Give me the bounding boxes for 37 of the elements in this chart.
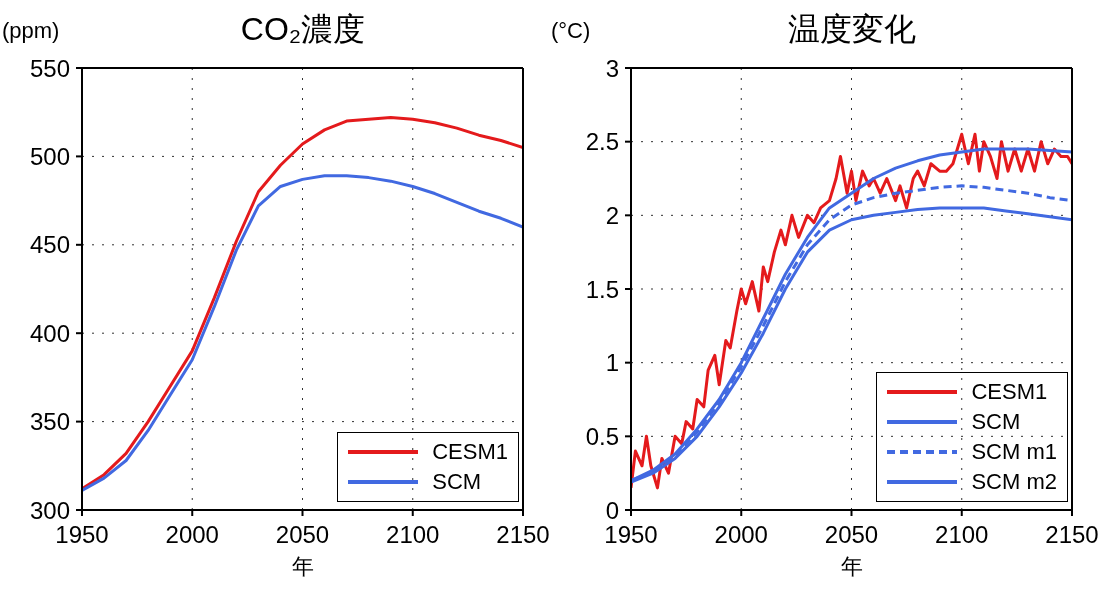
y-tick-label: 1 [605,349,619,377]
y-tick-label: 2 [605,201,619,229]
legend-label: SCM m2 [971,469,1057,495]
x-tick-label: 2000 [714,521,768,549]
y-tick-label: 1.5 [585,275,619,303]
y-tick-label: 3 [605,54,619,82]
legend-label: SCM [432,469,482,495]
line-series [82,116,523,491]
x-tick-label: 1950 [55,521,109,549]
y-axis-title: (ppm) [2,18,60,44]
legend-label: SCM [971,409,1021,435]
y-tick-label: 450 [29,231,70,259]
chart-title: 温度変化 [787,10,917,49]
x-tick-label: 2100 [935,521,989,549]
x-tick-label: 1950 [604,521,658,549]
x-tick-label: 2150 [496,521,550,549]
legend-label: SCM m1 [971,439,1057,465]
legend-label: CESM1 [971,379,1048,405]
y-axis-title: (°C) [551,18,591,44]
x-tick-label: 2100 [386,521,440,549]
x-axis-title: 年 [291,553,315,581]
y-tick-label: 0 [605,496,619,524]
y-tick-label: 350 [29,408,70,436]
line-series [82,174,523,493]
x-tick-label: 2000 [165,521,219,549]
y-tick-label: 500 [29,142,70,170]
x-tick-label: 2050 [824,521,879,549]
x-tick-label: 2150 [1045,521,1098,549]
x-axis-title: 年 [840,553,864,581]
y-tick-label: 0.5 [585,422,619,450]
x-tick-label: 2050 [275,521,330,549]
y-tick-label: 550 [29,54,70,82]
y-tick-label: 2.5 [585,128,619,156]
legend-label: CESM1 [432,439,508,465]
y-tick-label: 400 [29,319,70,347]
y-tick-label: 300 [29,496,70,524]
chart-title: CO₂濃度 [239,10,367,49]
